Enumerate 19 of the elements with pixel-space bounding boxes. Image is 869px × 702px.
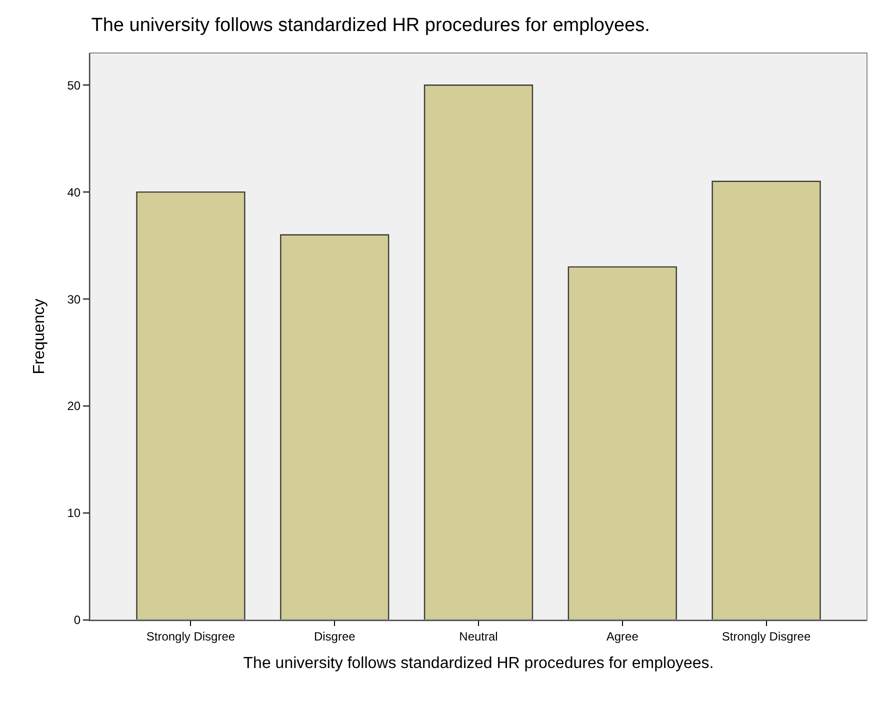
bar xyxy=(136,191,246,620)
x-tick-label: Disgree xyxy=(314,629,356,644)
chart-title: The university follows standardized HR procedures for employees. xyxy=(91,15,650,36)
bar xyxy=(712,180,821,620)
bar xyxy=(280,234,390,620)
x-axis-title: The university follows standardized HR procedures for employees. xyxy=(243,655,714,672)
y-tick-label: 50 xyxy=(67,78,81,92)
y-tick-label: 0 xyxy=(74,613,81,628)
y-tick-label: 40 xyxy=(67,185,81,200)
y-axis-title: Frequency xyxy=(31,298,48,374)
x-tick-label: Strongly Disgree xyxy=(146,629,236,644)
y-tick-label: 30 xyxy=(67,292,81,306)
y-tick-label: 20 xyxy=(67,399,81,414)
bar xyxy=(568,266,677,620)
x-tick-label: Neutral xyxy=(459,629,498,644)
bar xyxy=(424,84,534,620)
x-tick-label: Strongly Disgree xyxy=(722,629,811,644)
x-tick-label: Agree xyxy=(606,629,639,644)
y-tick-label: 10 xyxy=(67,506,81,520)
